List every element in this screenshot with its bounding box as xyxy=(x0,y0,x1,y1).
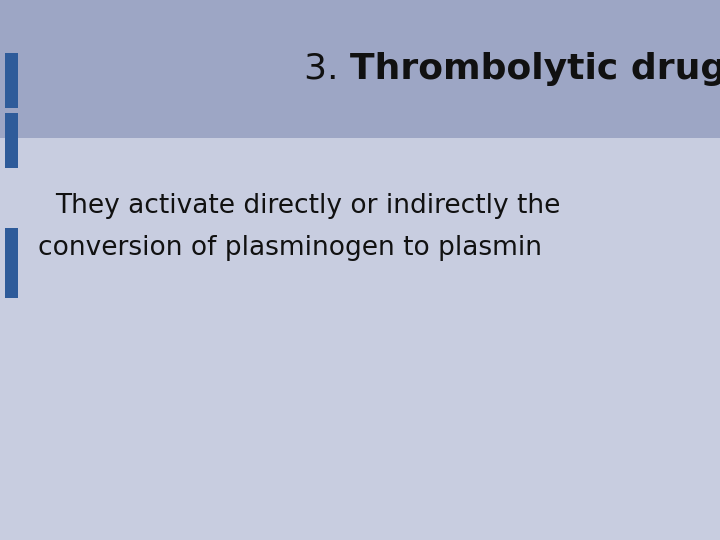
Text: 3.: 3. xyxy=(304,52,350,86)
Text: conversion of plasminogen to plasmin: conversion of plasminogen to plasmin xyxy=(38,235,542,261)
Bar xyxy=(0,138,720,540)
Bar xyxy=(0,0,720,138)
Text: They activate directly or indirectly the: They activate directly or indirectly the xyxy=(55,193,560,219)
Bar xyxy=(5,228,18,298)
Bar xyxy=(5,113,18,168)
Text: Thrombolytic drugs: Thrombolytic drugs xyxy=(350,52,720,86)
Bar xyxy=(5,53,18,107)
